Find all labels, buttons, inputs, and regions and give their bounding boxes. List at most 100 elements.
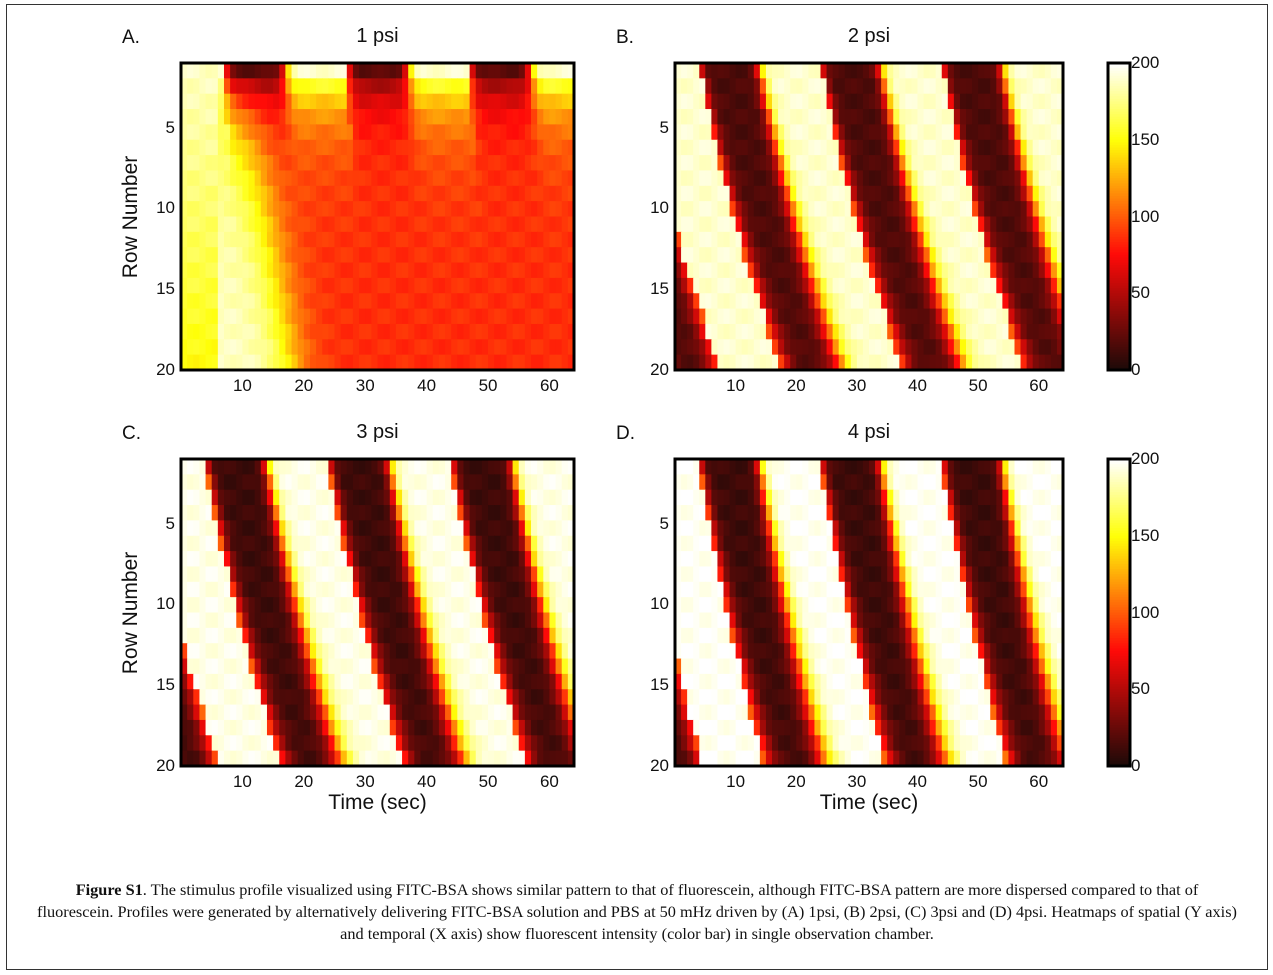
heatmap-cell — [984, 627, 991, 644]
heatmap-cell — [555, 201, 563, 218]
heatmap-cell — [217, 627, 225, 644]
heatmap-cell — [432, 673, 440, 690]
heatmap-cell — [953, 277, 961, 294]
heatmap-cell — [796, 216, 803, 233]
heatmap-cell — [242, 489, 250, 506]
heatmap-cell — [814, 201, 822, 218]
heatmap-cell — [279, 520, 286, 537]
heatmap-cell — [820, 627, 828, 644]
heatmap-cell — [935, 643, 943, 660]
heatmap-cell — [881, 459, 888, 475]
heatmap-cell — [966, 612, 973, 629]
heatmap-cell — [941, 535, 949, 552]
heatmap-cell — [820, 63, 828, 79]
heatmap-cell — [1044, 551, 1052, 568]
heatmap-cell — [567, 139, 575, 156]
panel-b-axes-box — [673, 61, 1065, 372]
heatmap-cell — [291, 339, 299, 356]
heatmap-cell — [524, 185, 532, 202]
heatmap-cell — [856, 78, 864, 95]
heatmap-cell — [279, 658, 286, 675]
heatmap-cell — [187, 293, 194, 310]
y-tick-label: 5 — [165, 513, 175, 533]
heatmap-cell — [359, 109, 366, 125]
heatmap-cell — [1008, 627, 1016, 644]
heatmap-cell — [1002, 139, 1010, 156]
heatmap-cell — [1050, 170, 1058, 187]
heatmap-cell — [1032, 354, 1040, 371]
heatmap-cell — [675, 78, 682, 95]
heatmap-cell — [826, 673, 834, 690]
heatmap-cell — [681, 627, 688, 644]
y-tick-label: 20 — [156, 360, 175, 379]
heatmap-cell — [1044, 505, 1052, 521]
heatmap-cell — [959, 308, 967, 325]
heatmap-cell — [869, 139, 876, 156]
heatmap-cell — [316, 78, 323, 95]
heatmap-cell — [832, 597, 840, 614]
heatmap-cell — [248, 277, 256, 294]
heatmap-cell — [187, 597, 194, 614]
heatmap-cell — [285, 139, 293, 156]
heatmap-cell — [856, 520, 864, 537]
heatmap-cell — [814, 293, 822, 310]
heatmap-cell — [518, 139, 526, 156]
heatmap-cell — [753, 78, 761, 95]
heatmap-cell — [675, 139, 682, 156]
heatmap-cell — [181, 93, 188, 110]
heatmap-cell — [875, 643, 882, 660]
heatmap-cell — [1056, 627, 1064, 644]
heatmap-cell — [923, 63, 931, 79]
heatmap-cell — [923, 597, 931, 614]
heatmap-cell — [420, 277, 428, 294]
heatmap-cell — [1026, 231, 1034, 248]
heatmap-cell — [352, 505, 360, 521]
heatmap-cell — [693, 474, 700, 491]
heatmap-cell — [935, 520, 943, 537]
heatmap-cell — [1044, 474, 1052, 491]
heatmap-cell — [187, 216, 194, 233]
heatmap-cell — [181, 339, 188, 356]
heatmap-cell — [941, 308, 949, 325]
heatmap-cell — [377, 139, 385, 156]
heatmap-cell — [260, 735, 268, 752]
heatmap-cell — [917, 597, 925, 614]
heatmap-cell — [518, 750, 526, 767]
heatmap-cell — [966, 308, 973, 325]
heatmap-cell — [911, 689, 919, 706]
heatmap-cell — [500, 354, 508, 371]
heatmap-cell — [1020, 109, 1028, 125]
heatmap-cell — [549, 689, 557, 706]
heatmap-cell — [717, 704, 725, 721]
heatmap-cell — [723, 277, 731, 294]
heatmap-cell — [759, 354, 767, 371]
heatmap-cell — [340, 505, 348, 521]
heatmap-cell — [729, 308, 737, 325]
heatmap-cell — [322, 308, 329, 325]
heatmap-cell — [844, 459, 852, 475]
heatmap-cell — [316, 735, 323, 752]
heatmap-cell — [784, 109, 791, 125]
heatmap-cell — [475, 262, 483, 279]
heatmap-cell — [181, 719, 188, 736]
heatmap-cell — [693, 535, 700, 552]
heatmap-cell — [223, 155, 231, 172]
heatmap-cell — [869, 78, 876, 95]
heatmap-cell — [408, 704, 415, 721]
heatmap-cell — [561, 581, 569, 598]
heatmap-cell — [862, 566, 870, 583]
heatmap-cell — [717, 109, 725, 125]
heatmap-cell — [475, 459, 483, 475]
heatmap-cell — [711, 323, 719, 340]
heatmap-cell — [990, 277, 997, 294]
heatmap-cell — [1020, 673, 1028, 690]
heatmap-cell — [887, 109, 894, 125]
heatmap-cell — [334, 262, 342, 279]
heatmap-cell — [512, 139, 520, 156]
heatmap-cell — [359, 277, 366, 294]
heatmap-cell — [236, 109, 244, 125]
heatmap-cell — [838, 704, 846, 721]
heatmap-cell — [966, 658, 973, 675]
heatmap-cell — [469, 231, 477, 248]
heatmap-cell — [1032, 139, 1040, 156]
